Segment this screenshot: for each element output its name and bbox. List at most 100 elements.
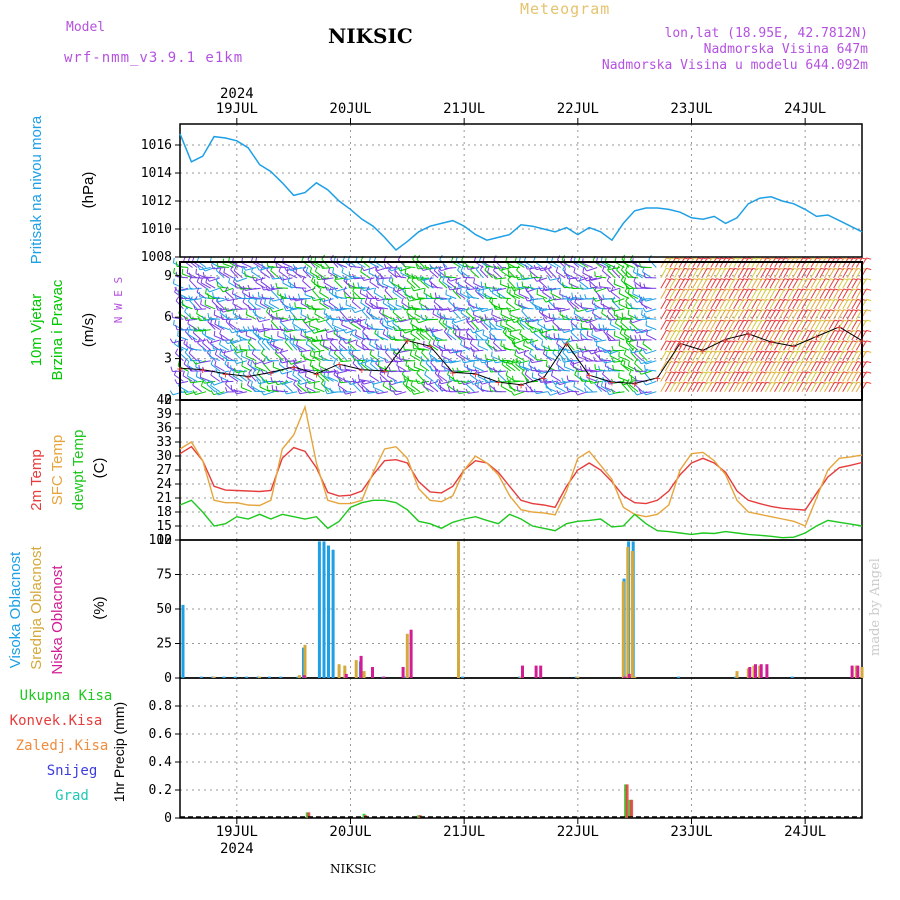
wind-barb bbox=[520, 275, 524, 281]
wind-barb bbox=[419, 359, 423, 365]
wind-barb bbox=[805, 361, 813, 372]
wind-barb bbox=[465, 317, 469, 323]
wind-barb bbox=[594, 382, 603, 393]
wind-barb bbox=[219, 339, 222, 345]
wind-barb bbox=[819, 299, 826, 310]
wind-barb bbox=[660, 340, 667, 351]
wind-barb bbox=[629, 384, 639, 393]
wind-barb bbox=[534, 344, 537, 350]
wind-barb bbox=[533, 332, 543, 341]
wind-barb bbox=[258, 338, 270, 341]
wind-barb bbox=[606, 314, 610, 321]
wind-barb bbox=[242, 326, 246, 332]
wind-barb bbox=[586, 391, 598, 393]
wind-barb bbox=[190, 287, 202, 290]
wind-barb bbox=[805, 299, 813, 310]
wind-barb bbox=[314, 261, 325, 268]
wind-barb bbox=[428, 353, 439, 362]
wind-barb bbox=[215, 297, 219, 303]
wind-barb bbox=[581, 287, 593, 290]
wind-barb bbox=[583, 276, 588, 282]
wind-barb bbox=[247, 384, 257, 393]
wind-barb bbox=[322, 359, 334, 362]
wind-barb bbox=[176, 265, 189, 268]
wind-barb bbox=[724, 309, 731, 320]
wind-barb bbox=[837, 350, 845, 361]
wind-barb bbox=[377, 355, 389, 362]
wind-barb bbox=[409, 350, 412, 356]
wind-barb bbox=[692, 268, 699, 279]
wind-barb bbox=[332, 268, 335, 274]
wind-barb bbox=[514, 345, 525, 351]
wind-barb bbox=[787, 299, 795, 310]
wind-barb bbox=[530, 272, 533, 278]
wind-barb bbox=[601, 385, 612, 393]
wind-barb bbox=[576, 343, 578, 349]
wind-barb bbox=[414, 366, 425, 372]
wind-barb bbox=[324, 389, 328, 395]
wind-barb bbox=[819, 350, 826, 361]
wind-barb bbox=[188, 325, 192, 331]
wind-barb bbox=[370, 313, 373, 319]
wind-barb bbox=[487, 271, 498, 279]
wind-barb bbox=[208, 317, 220, 320]
wind-barb bbox=[274, 348, 278, 354]
wind-barb bbox=[465, 383, 475, 393]
wind-barb bbox=[371, 303, 373, 309]
wind-barb bbox=[687, 299, 695, 310]
wind-barb bbox=[692, 299, 699, 310]
wind-barb bbox=[866, 381, 872, 384]
wind-barb bbox=[746, 268, 754, 279]
wind-barb bbox=[601, 266, 605, 271]
wind-barb bbox=[388, 366, 392, 372]
wind-barb bbox=[495, 370, 507, 373]
wind-barb bbox=[583, 307, 588, 313]
wind-barb bbox=[842, 319, 849, 330]
wind-barb bbox=[209, 355, 220, 362]
wind-barb bbox=[714, 381, 722, 392]
wind-barb bbox=[523, 345, 534, 351]
wind-barb bbox=[645, 391, 657, 396]
wind-barb bbox=[349, 275, 361, 279]
wind-barb bbox=[866, 371, 872, 374]
wind-barb bbox=[287, 360, 292, 365]
wind-barb bbox=[678, 361, 685, 372]
wind-barb bbox=[339, 334, 342, 340]
wind-barb bbox=[638, 348, 643, 354]
wind-barb bbox=[595, 339, 607, 343]
wind-barb bbox=[215, 353, 225, 362]
wind-barb bbox=[195, 391, 207, 396]
wind-barb bbox=[289, 310, 298, 320]
wind-barb bbox=[304, 294, 316, 300]
wind-barb bbox=[618, 356, 630, 362]
wind-barb bbox=[625, 271, 628, 277]
wind-barb bbox=[366, 323, 369, 329]
wind-barb bbox=[828, 361, 835, 372]
wind-barb bbox=[336, 370, 348, 374]
wind-barb bbox=[778, 268, 785, 279]
wind-barb bbox=[242, 265, 246, 271]
wind-barb bbox=[465, 388, 469, 394]
wind-barb bbox=[359, 288, 362, 294]
high-cloud-bar bbox=[322, 541, 326, 678]
wind-barb bbox=[439, 312, 442, 318]
wind-barb bbox=[228, 328, 233, 334]
wind-barb bbox=[362, 327, 366, 333]
wind-barb bbox=[325, 313, 328, 319]
wind-barb bbox=[493, 270, 503, 279]
wind-barb bbox=[751, 330, 758, 341]
wind-barb bbox=[638, 328, 642, 334]
wind-barb bbox=[778, 350, 785, 361]
wind-barb bbox=[714, 350, 722, 361]
wind-barb bbox=[388, 280, 398, 289]
wind-barb bbox=[428, 343, 439, 351]
wind-barb bbox=[386, 298, 398, 301]
wind-barb bbox=[664, 340, 672, 351]
wind-barb bbox=[430, 362, 439, 372]
wind-barb bbox=[814, 340, 822, 351]
wind-barb bbox=[300, 309, 303, 315]
wind-barb bbox=[192, 337, 196, 343]
wind-barb bbox=[855, 381, 863, 392]
wind-barb bbox=[266, 355, 269, 361]
wind-barb bbox=[481, 389, 493, 393]
